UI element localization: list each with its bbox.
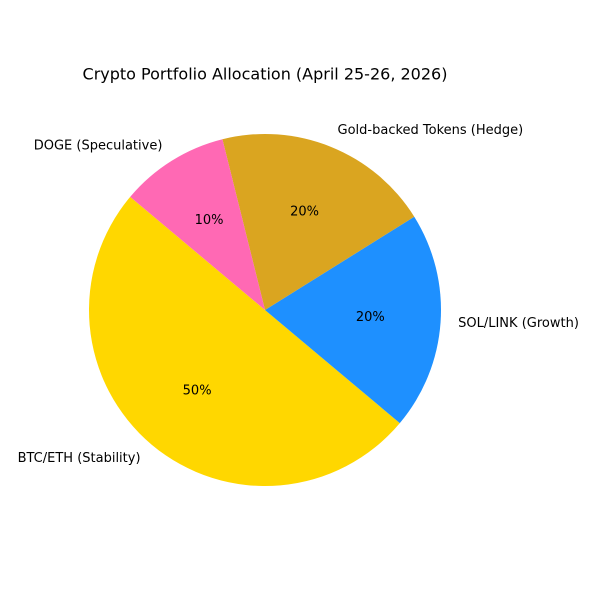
percent-label: 20% (356, 310, 385, 325)
slice-label: Gold-backed Tokens (Hedge) (338, 123, 524, 138)
percent-label: 50% (183, 383, 212, 398)
pie-slice (222, 133, 415, 310)
percent-label: 20% (290, 205, 319, 220)
chart-title: Crypto Portfolio Allocation (April 25-26… (83, 65, 448, 84)
pie-slice (88, 196, 400, 486)
pie-slice (265, 216, 442, 424)
slice-label: SOL/LINK (Growth) (458, 316, 579, 331)
percent-label: 10% (195, 213, 224, 228)
slice-label: BTC/ETH (Stability) (18, 451, 141, 466)
pie-slice (130, 139, 265, 310)
slice-label: DOGE (Speculative) (34, 138, 163, 153)
